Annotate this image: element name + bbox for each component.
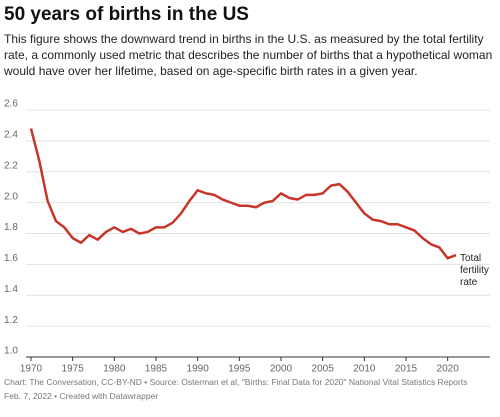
credit: Feb. 7, 2022 • Created with Datawrapper (4, 391, 159, 401)
y-tick-label: 1.0 (4, 346, 18, 357)
title: 50 years of births in the US (4, 4, 249, 25)
x-tick-label: 1980 (103, 364, 126, 375)
line-label: Total fertility rate (460, 253, 489, 288)
x-tick-label: 2010 (353, 364, 376, 375)
y-tick-label: 1.4 (4, 284, 18, 295)
y-tick-label: 2.0 (4, 191, 18, 202)
subtitle: This figure shows the downward trend in … (4, 32, 493, 78)
x-tick-label: 1985 (145, 364, 168, 375)
y-tick-label: 1.6 (4, 253, 18, 264)
y-tick-label: 1.8 (4, 222, 18, 233)
x-tick-label: 2020 (437, 364, 460, 375)
y-tick-label: 1.2 (4, 315, 18, 326)
x-tick-label: 1975 (62, 364, 85, 375)
source: Chart: The Conversation, CC-BY-ND • Sour… (4, 377, 468, 387)
line (29, 128, 457, 260)
y-tick-label: 2.6 (4, 99, 18, 110)
y-tick-label: 2.2 (4, 160, 18, 171)
x-tick-label: 1970 (20, 364, 43, 375)
x-tick-label: 1990 (187, 364, 210, 375)
x-tick-label: 2000 (270, 364, 293, 375)
x-tick-label: 2005 (312, 364, 335, 375)
y-tick-label: 2.4 (4, 130, 18, 141)
x-tick-label: 1995 (228, 364, 251, 375)
x-tick-label: 2015 (395, 364, 418, 375)
